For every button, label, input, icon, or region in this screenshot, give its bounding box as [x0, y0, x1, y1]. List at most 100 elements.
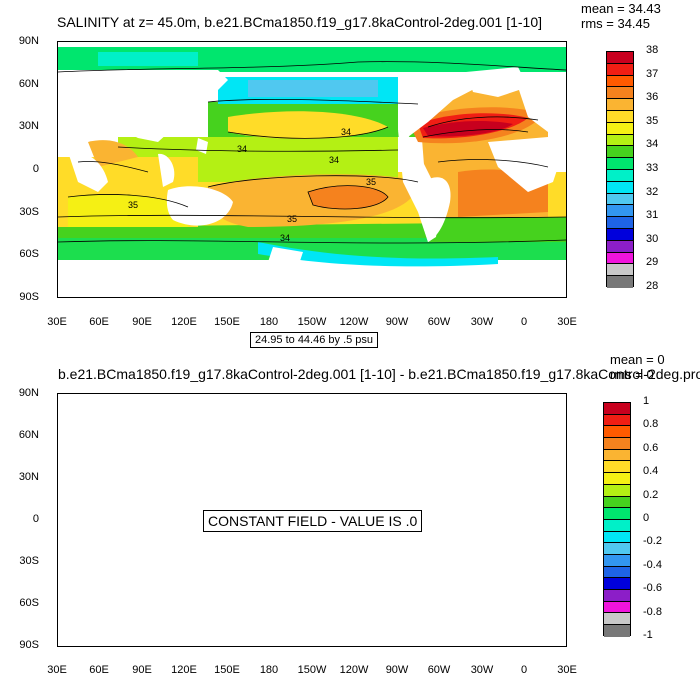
- colorbar-label: -0.8: [643, 605, 662, 618]
- colorbar-swatch: [604, 625, 630, 637]
- colorbar-label: 36: [646, 91, 659, 104]
- lat-label: 30N: [18, 120, 39, 132]
- colorbar-swatch: [604, 543, 630, 555]
- colorbar-swatch: [607, 75, 633, 88]
- lon-label: 90W: [385, 664, 409, 676]
- colorbar-label: -0.6: [643, 582, 662, 595]
- colorbar-label: 1: [643, 395, 650, 407]
- colorbar-label: 32: [646, 185, 659, 198]
- lon-label: 30E: [47, 316, 67, 328]
- colorbar-swatch: [604, 566, 630, 579]
- colorbar-swatch: [604, 426, 630, 439]
- colorbar-swatch: [607, 146, 633, 159]
- colorbar-label: 0.6: [643, 441, 659, 454]
- lon-label: 60W: [427, 316, 451, 328]
- lon-label: 30E: [557, 316, 577, 328]
- colorbar-label: 29: [646, 256, 659, 269]
- lat-label: 60S: [19, 597, 39, 609]
- colorbar-swatch: [604, 601, 630, 614]
- colorbar-swatch: [607, 228, 633, 241]
- salinity-map: 34 34 34 35 35 35 34: [58, 42, 566, 297]
- plot1-map-frame: 34 34 34 35 35 35 34: [57, 41, 567, 298]
- lon-label: 150E: [214, 664, 240, 676]
- lat-label: 0: [32, 163, 39, 175]
- colorbar-swatch: [607, 110, 633, 123]
- lat-label: 60N: [18, 429, 39, 441]
- colorbar-swatch: [604, 590, 630, 602]
- plot1-title: SALINITY at z= 45.0m, b.e21.BCma1850.f19…: [57, 14, 542, 30]
- lon-label: 90W: [385, 316, 409, 328]
- colorbar-swatch: [604, 414, 630, 427]
- colorbar-swatch: [607, 276, 633, 288]
- colorbar-swatch: [607, 122, 633, 135]
- colorbar-swatch: [604, 496, 630, 509]
- colorbar-label: 35: [646, 114, 659, 127]
- contour-label: 35: [366, 177, 376, 187]
- lat-label: 90N: [18, 387, 39, 399]
- colorbar-swatch: [604, 531, 630, 544]
- lon-label: 120E: [171, 664, 197, 676]
- lon-label: 90E: [132, 664, 152, 676]
- colorbar-label: -0.2: [643, 535, 662, 548]
- lat-label: 60N: [18, 78, 39, 90]
- lon-label: 120E: [171, 316, 197, 328]
- colorbar-swatch: [604, 554, 630, 567]
- lon-label: 180: [259, 664, 279, 676]
- colorbar-label: 31: [646, 209, 659, 222]
- plot1-rms: rms = 34.45: [581, 16, 651, 31]
- lat-label: 90N: [18, 35, 39, 47]
- lon-label: 60E: [89, 664, 109, 676]
- colorbar-swatch: [604, 438, 630, 450]
- plot2-mean: mean = 0: [610, 352, 665, 367]
- colorbar-swatch: [607, 99, 633, 111]
- colorbar-label: -1: [643, 629, 653, 641]
- lon-label: 120W: [339, 316, 369, 328]
- colorbar-swatch: [607, 181, 633, 194]
- colorbar-label: -0.4: [643, 558, 662, 571]
- colorbar-label: 37: [646, 67, 659, 80]
- lon-label: 30E: [47, 664, 67, 676]
- lon-label: 0: [520, 664, 528, 676]
- contour-label: 34: [341, 127, 351, 137]
- colorbar-swatch: [604, 508, 630, 520]
- plot1-contour-info: 24.95 to 44.46 by .5 psu: [250, 332, 379, 348]
- colorbar-swatch: [604, 461, 630, 474]
- colorbar-swatch: [607, 158, 633, 170]
- colorbar-label: 0.4: [643, 465, 659, 478]
- contour-label: 35: [128, 200, 138, 210]
- contour-label: 34: [329, 155, 339, 165]
- lat-label: 0: [32, 513, 39, 525]
- plot1-colorbar: [606, 51, 634, 288]
- contour-label: 34: [237, 144, 247, 154]
- lon-label: 180: [259, 316, 279, 328]
- lat-label: 60S: [19, 248, 39, 260]
- colorbar-swatch: [607, 264, 633, 277]
- colorbar-swatch: [604, 449, 630, 462]
- contour-label: 35: [287, 214, 297, 224]
- lon-label: 30W: [470, 664, 494, 676]
- lon-label: 150W: [297, 664, 327, 676]
- lat-label: 30S: [19, 206, 39, 218]
- lat-label: 30N: [18, 471, 39, 483]
- lon-label: 30E: [557, 664, 577, 676]
- colorbar-swatch: [607, 169, 633, 182]
- colorbar-label: 0.8: [643, 418, 659, 431]
- plot2-title: b.e21.BCma1850.f19_g17.8kaControl-2deg.0…: [58, 366, 700, 382]
- colorbar-swatch: [607, 193, 633, 206]
- lon-label: 90E: [132, 316, 152, 328]
- colorbar-swatch: [607, 252, 633, 265]
- plot2-rms: rms = 0: [610, 367, 654, 382]
- colorbar-label: 33: [646, 162, 659, 174]
- constant-field-message: CONSTANT FIELD - VALUE IS .0: [203, 510, 423, 532]
- lon-label: 60E: [89, 316, 109, 328]
- lat-label: 90S: [19, 639, 39, 651]
- plot2-map-frame: CONSTANT FIELD - VALUE IS .0: [57, 393, 567, 647]
- colorbar-swatch: [607, 205, 633, 218]
- lon-label: 0: [520, 316, 528, 328]
- colorbar-label: 0.2: [643, 488, 659, 501]
- plot2-colorbar: [603, 402, 631, 637]
- lat-label: 30S: [19, 555, 39, 567]
- colorbar-swatch: [607, 87, 633, 100]
- lon-label: 30W: [470, 316, 494, 328]
- lon-label: 150E: [214, 316, 240, 328]
